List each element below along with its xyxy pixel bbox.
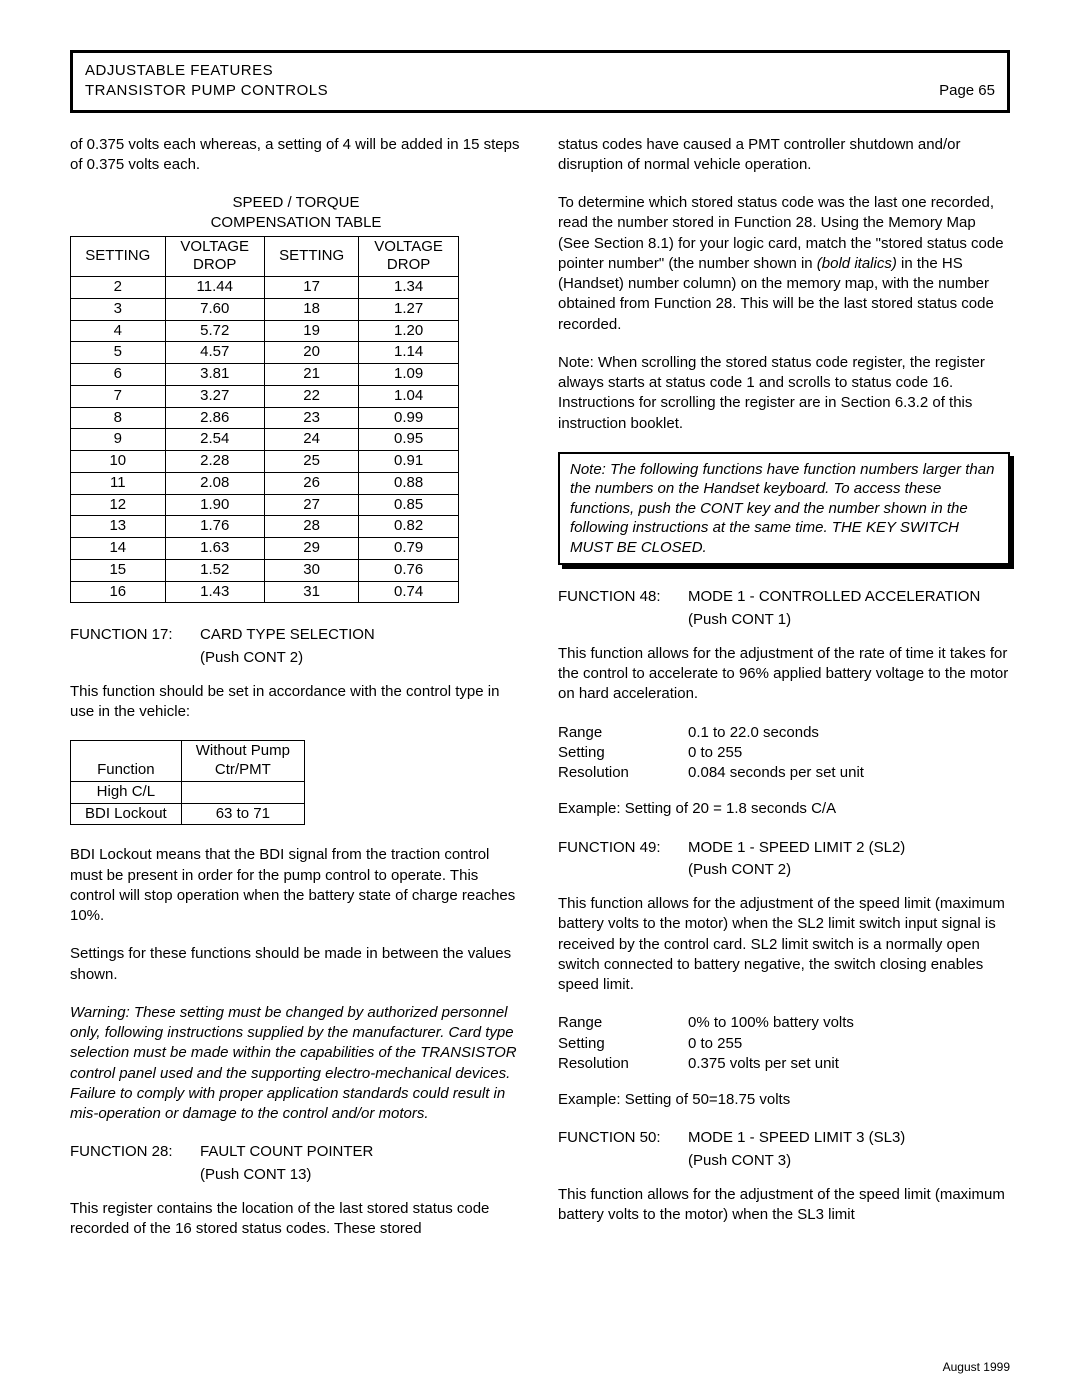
table-row: 112.08260.88 <box>71 472 459 494</box>
header-left: ADJUSTABLE FEATURES TRANSISTOR PUMP CONT… <box>85 61 328 102</box>
function-50-header: FUNCTION 50: MODE 1 - SPEED LIMIT 3 (SL3… <box>558 1128 1010 1148</box>
table-row: 45.72191.20 <box>71 320 459 342</box>
comp-table-title: SPEED / TORQUE COMPENSATION TABLE <box>70 193 522 234</box>
r-p2: To determine which stored status code wa… <box>558 193 1010 335</box>
table-row: 102.28250.91 <box>71 451 459 473</box>
function-28-push: (Push CONT 13) <box>200 1165 522 1185</box>
th-vdrop2: VOLTAGEDROP <box>359 236 458 277</box>
function-48-push: (Push CONT 1) <box>688 610 1010 630</box>
function-49-desc: This function allows for the adjustment … <box>558 894 1010 995</box>
page: ADJUSTABLE FEATURES TRANSISTOR PUMP CONT… <box>0 0 1080 1397</box>
table-row: High C/L <box>71 781 305 803</box>
f49-kv: Range0% to 100% battery volts Setting0 t… <box>558 1013 1010 1074</box>
note-box: Note: The following functions have funct… <box>558 452 1010 566</box>
table-row: 37.60181.27 <box>71 298 459 320</box>
table-row: 54.57201.14 <box>71 342 459 364</box>
th-vdrop: VOLTAGEDROP <box>165 236 264 277</box>
table-row: 211.44171.34 <box>71 277 459 299</box>
function-50-desc: This function allows for the adjustment … <box>558 1185 1010 1226</box>
f48-kv: Range0.1 to 22.0 seconds Setting0 to 255… <box>558 723 1010 784</box>
settings-note: Settings for these functions should be m… <box>70 944 522 985</box>
function-49-push: (Push CONT 2) <box>688 860 1010 880</box>
ct-th-wop: Without PumpCtr/PMT <box>181 741 304 782</box>
function-28-desc: This register contains the location of t… <box>70 1199 522 1240</box>
table-row: 141.63290.79 <box>71 538 459 560</box>
table-row: 151.52300.76 <box>71 559 459 581</box>
th-setting: SETTING <box>71 236 166 277</box>
f48-example: Example: Setting of 20 = 1.8 seconds C/A <box>558 799 1010 819</box>
page-header: ADJUSTABLE FEATURES TRANSISTOR PUMP CONT… <box>70 50 1010 113</box>
warning-text: Warning: These setting must be changed b… <box>70 1003 522 1125</box>
function-49-header: FUNCTION 49: MODE 1 - SPEED LIMIT 2 (SL2… <box>558 838 1010 858</box>
card-type-table: Function Without PumpCtr/PMT High C/L BD… <box>70 740 305 825</box>
function-50-push: (Push CONT 3) <box>688 1151 1010 1171</box>
function-17-header: FUNCTION 17: CARD TYPE SELECTION <box>70 625 522 645</box>
table-row: 92.54240.95 <box>71 429 459 451</box>
bdi-text: BDI Lockout means that the BDI signal fr… <box>70 845 522 926</box>
table-row: 161.43310.74 <box>71 581 459 603</box>
function-48-desc: This function allows for the adjustment … <box>558 644 1010 705</box>
table-row: 131.76280.82 <box>71 516 459 538</box>
r-p1: status codes have caused a PMT controlle… <box>558 135 1010 176</box>
compensation-table: SETTING VOLTAGEDROP SETTING VOLTAGEDROP … <box>70 236 459 604</box>
r-p3: Note: When scrolling the stored status c… <box>558 353 1010 434</box>
intro-text: of 0.375 volts each whereas, a setting o… <box>70 135 522 176</box>
function-17-push: (Push CONT 2) <box>200 648 522 668</box>
table-row: 73.27221.04 <box>71 385 459 407</box>
header-page: Page 65 <box>939 81 995 101</box>
header-line2: TRANSISTOR PUMP CONTROLS <box>85 81 328 101</box>
th-setting2: SETTING <box>264 236 359 277</box>
footer-date: August 1999 <box>943 1359 1010 1375</box>
table-row: 121.90270.85 <box>71 494 459 516</box>
function-48-header: FUNCTION 48: MODE 1 - CONTROLLED ACCELER… <box>558 587 1010 607</box>
left-column: of 0.375 volts each whereas, a setting o… <box>70 135 522 1240</box>
function-28-header: FUNCTION 28: FAULT COUNT POINTER <box>70 1142 522 1162</box>
content-columns: of 0.375 volts each whereas, a setting o… <box>70 135 1010 1240</box>
table-row: 82.86230.99 <box>71 407 459 429</box>
function-17-desc: This function should be set in accordanc… <box>70 682 522 723</box>
header-line1: ADJUSTABLE FEATURES <box>85 61 328 81</box>
right-column: status codes have caused a PMT controlle… <box>558 135 1010 1240</box>
f49-example: Example: Setting of 50=18.75 volts <box>558 1090 1010 1110</box>
ct-th-func: Function <box>71 741 182 782</box>
table-row: 63.81211.09 <box>71 364 459 386</box>
table-row: BDI Lockout 63 to 71 <box>71 803 305 825</box>
